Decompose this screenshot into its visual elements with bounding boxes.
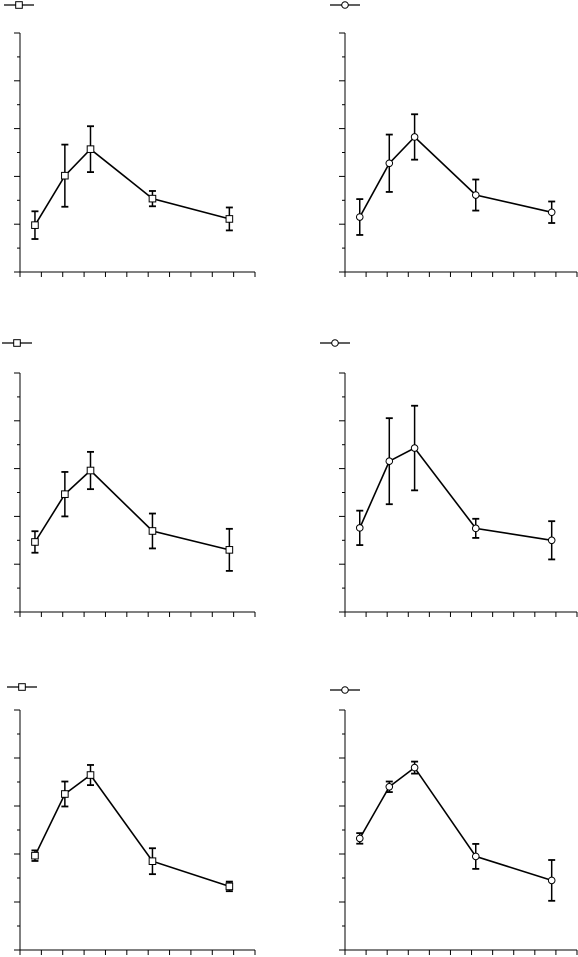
data-point	[547, 536, 556, 545]
data-point	[471, 852, 480, 861]
data-point	[148, 194, 157, 203]
legend-swatch	[2, 339, 32, 347]
data-point	[385, 159, 394, 168]
data-point	[31, 221, 39, 229]
legend-swatch	[330, 686, 360, 694]
data-point	[547, 208, 556, 217]
data-point	[471, 191, 480, 199]
legend-swatch	[320, 339, 350, 347]
data-point	[61, 171, 69, 180]
chart-panel-1	[4, 1, 256, 277]
legend-marker	[13, 339, 21, 347]
data-point	[148, 857, 157, 866]
legend-marker	[331, 339, 339, 347]
chart-panel-2	[330, 1, 578, 277]
chart-panel-5	[7, 683, 256, 955]
data-point	[61, 790, 69, 798]
data-point	[547, 876, 556, 885]
chart-panel-4	[320, 339, 578, 617]
data-point	[355, 213, 364, 221]
data-point	[86, 466, 95, 475]
legend-marker	[18, 683, 26, 691]
data-point	[61, 490, 69, 498]
data-point	[225, 882, 234, 891]
data-point	[385, 457, 394, 465]
legend-marker	[341, 686, 349, 694]
data-point	[410, 763, 419, 772]
data-point	[86, 771, 95, 779]
legend-swatch	[7, 683, 37, 691]
data-point	[355, 524, 364, 532]
legend-marker	[341, 1, 349, 9]
legend-swatch	[4, 1, 34, 9]
data-point	[148, 527, 157, 535]
data-point	[225, 546, 234, 554]
data-point	[225, 215, 234, 223]
data-point	[86, 145, 95, 153]
data-point	[355, 834, 364, 843]
chart-panel-3	[2, 339, 256, 617]
data-point	[471, 524, 480, 533]
data-point	[31, 851, 39, 860]
data-point	[410, 133, 419, 141]
data-point	[410, 444, 419, 452]
chart-panel-6	[330, 686, 578, 955]
data-point	[31, 538, 39, 546]
legend-marker	[15, 1, 23, 9]
data-point	[385, 783, 394, 791]
legend-swatch	[330, 1, 360, 9]
